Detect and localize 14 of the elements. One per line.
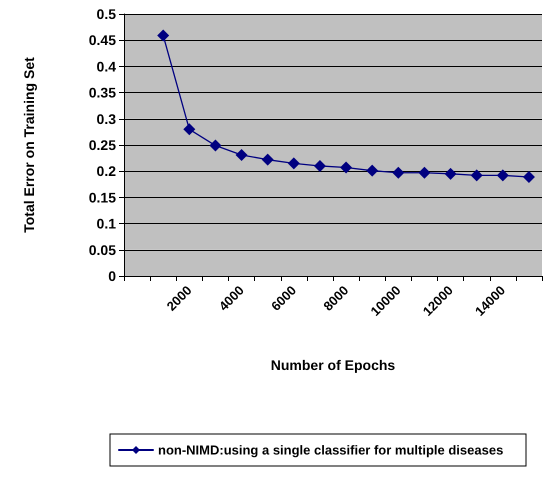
x-axis-title: Number of Epochs xyxy=(270,357,396,373)
y-tick-label: 0.45 xyxy=(88,32,116,48)
y-tick-label: 0.25 xyxy=(88,137,116,153)
y-axis-title: Total Error on Training Set xyxy=(21,56,37,233)
y-tick-label: 0.5 xyxy=(96,6,116,22)
y-tick-label: 0.15 xyxy=(88,189,116,206)
y-tick-label: 0 xyxy=(108,268,116,284)
y-tick-label: 0.4 xyxy=(96,58,116,74)
y-tick-label: 0.2 xyxy=(96,163,116,180)
legend-label: non-NIMD:using a single classifier for multiple diseases xyxy=(158,442,504,458)
y-tick-label: 0.05 xyxy=(88,242,116,258)
y-tick-label: 0.3 xyxy=(96,110,116,127)
y-tick-label: 0.1 xyxy=(96,216,116,232)
y-tick-label: 0.35 xyxy=(88,84,116,101)
